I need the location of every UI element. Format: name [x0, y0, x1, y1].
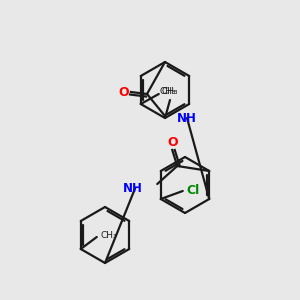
Text: CH₃: CH₃ — [162, 87, 178, 96]
Text: O: O — [119, 85, 129, 98]
Text: CH₃: CH₃ — [160, 88, 176, 97]
Text: NH: NH — [177, 112, 197, 124]
Text: Cl: Cl — [187, 184, 200, 196]
Text: O: O — [167, 136, 178, 148]
Text: CH₃: CH₃ — [101, 230, 117, 239]
Text: NH: NH — [123, 182, 143, 194]
